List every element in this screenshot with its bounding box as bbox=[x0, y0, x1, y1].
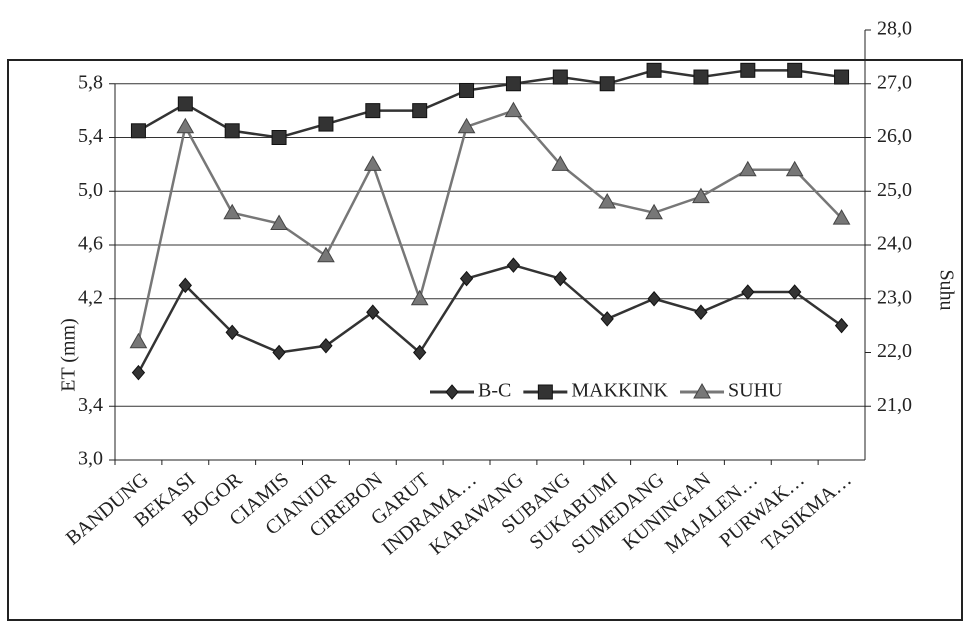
y2-tick-label: 26,0 bbox=[877, 125, 912, 147]
point bbox=[413, 344, 427, 361]
legend-label: MAKKINK bbox=[571, 380, 668, 402]
legend-label: B-C bbox=[478, 380, 511, 402]
point bbox=[834, 69, 850, 85]
point bbox=[832, 209, 851, 225]
point bbox=[552, 69, 568, 85]
point bbox=[599, 76, 615, 92]
point bbox=[459, 270, 474, 287]
point bbox=[319, 338, 333, 354]
point bbox=[317, 246, 335, 263]
legend-label: SUHU bbox=[728, 380, 783, 402]
point bbox=[130, 123, 146, 139]
point bbox=[505, 76, 521, 92]
series-line bbox=[137, 109, 843, 343]
point bbox=[785, 160, 804, 177]
point bbox=[224, 123, 240, 139]
y-tick-label: 4,6 bbox=[78, 233, 103, 255]
y-axis-label: ET (mm) bbox=[58, 318, 80, 392]
point bbox=[272, 344, 286, 361]
point bbox=[600, 311, 614, 327]
y2-tick-label: 22,0 bbox=[877, 340, 912, 362]
point bbox=[445, 384, 459, 400]
point bbox=[647, 290, 661, 307]
point bbox=[459, 82, 475, 98]
point bbox=[318, 116, 334, 132]
point bbox=[225, 324, 239, 341]
point bbox=[693, 69, 709, 85]
y2-tick-label: 27,0 bbox=[877, 71, 912, 93]
point bbox=[694, 304, 708, 320]
point bbox=[598, 192, 617, 209]
point bbox=[271, 130, 287, 145]
y-tick-label: 5,0 bbox=[78, 179, 103, 201]
y-tick-label: 3,0 bbox=[78, 448, 103, 470]
point bbox=[834, 317, 849, 334]
point bbox=[176, 117, 195, 134]
point bbox=[693, 382, 711, 399]
point bbox=[738, 160, 757, 177]
point bbox=[788, 284, 802, 300]
y-tick-label: 5,8 bbox=[78, 71, 103, 93]
point bbox=[537, 384, 553, 400]
y-tick-label: 4,2 bbox=[78, 286, 103, 308]
point bbox=[741, 284, 755, 300]
point bbox=[410, 289, 429, 306]
series-line bbox=[137, 69, 842, 139]
point bbox=[223, 203, 242, 220]
y2-tick-label: 21,0 bbox=[877, 394, 912, 416]
point bbox=[129, 332, 148, 349]
y2-tick-label: 23,0 bbox=[877, 286, 912, 308]
point bbox=[553, 270, 567, 287]
point bbox=[551, 155, 570, 171]
point bbox=[504, 101, 523, 118]
point bbox=[363, 155, 382, 171]
point bbox=[178, 277, 192, 294]
y2-tick-label: 28,0 bbox=[877, 18, 912, 40]
point bbox=[457, 117, 476, 134]
y2-tick-label: 25,0 bbox=[877, 179, 912, 201]
y-tick-label: 3,4 bbox=[78, 394, 103, 416]
y2-axis-label: Suhu bbox=[935, 269, 957, 310]
point bbox=[646, 62, 662, 78]
point bbox=[740, 62, 756, 78]
point bbox=[787, 62, 803, 78]
y-tick-label: 5,4 bbox=[78, 125, 103, 147]
point bbox=[506, 257, 521, 273]
series-line bbox=[137, 263, 843, 374]
point bbox=[365, 103, 381, 119]
point bbox=[692, 187, 710, 204]
point bbox=[270, 214, 288, 230]
point bbox=[131, 364, 146, 381]
chart-frame bbox=[7, 59, 963, 621]
point bbox=[177, 96, 193, 112]
point bbox=[645, 203, 663, 220]
point bbox=[412, 103, 428, 119]
y2-tick-label: 24,0 bbox=[877, 233, 912, 255]
point bbox=[366, 304, 380, 320]
